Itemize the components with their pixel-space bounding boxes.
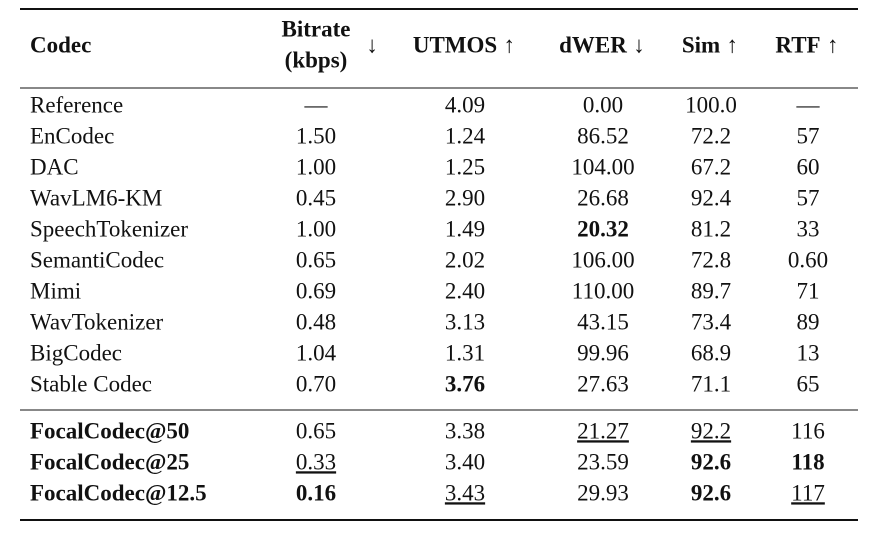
cell-value: 0.70 xyxy=(296,371,336,396)
cell-value: 27.63 xyxy=(577,371,629,396)
cell-value: 73.4 xyxy=(691,309,732,334)
cell-value: 3.43 xyxy=(445,480,485,505)
header-arrow: ↑ xyxy=(726,32,738,57)
cell-value: 29.93 xyxy=(577,480,629,505)
row-label: FocalCodec@25 xyxy=(30,449,189,475)
cell-value: 65 xyxy=(797,371,820,396)
cell-value: 0.65 xyxy=(296,247,336,272)
cell-value: 110.00 xyxy=(572,278,634,303)
cell-value: 0.16 xyxy=(296,480,336,505)
cell-value: 71.1 xyxy=(691,371,731,396)
cell-value: 0.45 xyxy=(296,185,336,210)
cell-value: 116 xyxy=(791,418,825,443)
cell-value: 99.96 xyxy=(577,340,629,365)
header-arrow: ↓ xyxy=(633,32,645,57)
cell-value: — xyxy=(304,92,329,117)
cell-value: 1.49 xyxy=(445,216,485,241)
cell-value: 3.13 xyxy=(445,309,485,334)
cell-value: 3.76 xyxy=(445,371,485,396)
cell-value: 0.33 xyxy=(296,449,336,474)
cell-value: — xyxy=(796,92,821,117)
cell-value: 72.2 xyxy=(691,123,731,148)
cell-value: 89.7 xyxy=(691,278,731,303)
cell-value: 0.60 xyxy=(788,247,828,272)
cell-value: 1.25 xyxy=(445,154,485,179)
header-label: RTF xyxy=(775,32,820,57)
cell-value: 0.48 xyxy=(296,309,336,334)
cell-value: 57 xyxy=(797,123,820,148)
cell-value: 1.00 xyxy=(296,216,336,241)
cell-value: 33 xyxy=(797,216,820,241)
cell-value: 23.59 xyxy=(577,449,629,474)
cell-value: 20.32 xyxy=(577,216,629,241)
cell-value: 1.31 xyxy=(445,340,485,365)
cell-value: 92.6 xyxy=(691,480,731,505)
header-label: UTMOS xyxy=(413,32,497,57)
header-label: Bitrate xyxy=(282,16,351,41)
cell-value: 1.04 xyxy=(296,340,337,365)
cell-value: 4.09 xyxy=(445,92,485,117)
cell-value: 3.38 xyxy=(445,418,485,443)
header-label: Codec xyxy=(30,32,91,57)
cell-value: 21.27 xyxy=(577,418,629,443)
cell-value: 86.52 xyxy=(577,123,629,148)
cell-value: 89 xyxy=(797,309,820,334)
cell-value: 104.00 xyxy=(571,154,634,179)
cell-value: 57 xyxy=(797,185,820,210)
header-label: (kbps) xyxy=(285,47,348,72)
row-label: DAC xyxy=(30,154,79,179)
cell-value: 67.2 xyxy=(691,154,731,179)
cell-value: 1.24 xyxy=(445,123,486,148)
row-label: BigCodec xyxy=(30,340,122,365)
cell-value: 92.6 xyxy=(691,449,731,474)
cell-value: 100.0 xyxy=(685,92,737,117)
cell-value: 92.2 xyxy=(691,418,731,443)
row-label: Mimi xyxy=(30,278,81,303)
row-label: WavTokenizer xyxy=(30,309,164,334)
cell-value: 60 xyxy=(797,154,820,179)
cell-value: 3.40 xyxy=(445,449,485,474)
cell-value: 13 xyxy=(797,340,820,365)
cell-value: 0.00 xyxy=(583,92,623,117)
row-label: SemantiCodec xyxy=(30,247,164,272)
cell-value: 72.8 xyxy=(691,247,731,272)
row-label: FocalCodec@50 xyxy=(30,418,189,444)
row-label: EnCodec xyxy=(30,123,114,148)
cell-value: 68.9 xyxy=(691,340,731,365)
cell-value: 81.2 xyxy=(691,216,731,241)
row-label: SpeechTokenizer xyxy=(30,216,188,241)
header-arrow: ↑ xyxy=(827,32,839,57)
row-label: FocalCodec@12.5 xyxy=(30,480,207,506)
cell-value: 118 xyxy=(791,449,824,474)
header-label: Sim xyxy=(682,32,720,57)
cell-value: 2.90 xyxy=(445,185,485,210)
cell-value: 1.00 xyxy=(296,154,336,179)
cell-value: 106.00 xyxy=(571,247,634,272)
cell-value: 0.65 xyxy=(296,418,336,443)
header-arrow: ↓ xyxy=(366,32,378,57)
cell-value: 2.02 xyxy=(445,247,485,272)
cell-value: 2.40 xyxy=(445,278,485,303)
cell-value: 92.4 xyxy=(691,185,732,210)
row-label: Stable Codec xyxy=(30,371,152,396)
cell-value: 43.15 xyxy=(577,309,629,334)
row-label: WavLM6-KM xyxy=(30,185,162,210)
cell-value: 1.50 xyxy=(296,123,336,148)
cell-value: 26.68 xyxy=(577,185,629,210)
cell-value: 71 xyxy=(797,278,820,303)
row-label: Reference xyxy=(30,92,123,117)
cell-value: 117 xyxy=(791,480,825,505)
header-arrow: ↑ xyxy=(503,32,515,57)
header-label: dWER xyxy=(559,32,627,57)
cell-value: 0.69 xyxy=(296,278,336,303)
